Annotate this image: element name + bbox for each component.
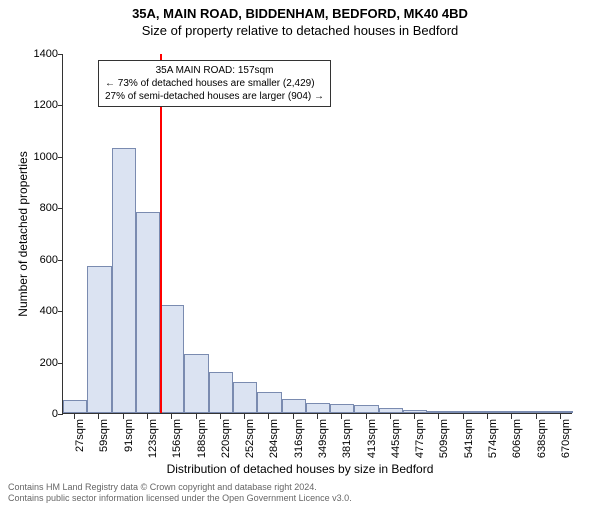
footer-attribution: Contains HM Land Registry data © Crown c…: [8, 482, 352, 505]
y-tick-mark: [58, 311, 63, 312]
plot-region: [62, 54, 572, 414]
annotation-line3: 27% of semi-detached houses are larger (…: [105, 90, 324, 103]
y-tick-label: 200: [18, 357, 58, 369]
histogram-bar: [160, 305, 184, 413]
histogram-bar: [476, 411, 500, 413]
annotation-line1: 35A MAIN ROAD: 157sqm: [105, 64, 324, 77]
y-tick-mark: [58, 105, 63, 106]
histogram-bar: [112, 148, 136, 413]
y-tick-label: 1000: [18, 151, 58, 163]
reference-line: [160, 54, 162, 413]
histogram-bar: [452, 411, 476, 413]
y-tick-mark: [58, 363, 63, 364]
title-subtitle: Size of property relative to detached ho…: [0, 23, 600, 38]
histogram-bar: [524, 411, 548, 413]
y-tick-label: 1200: [18, 99, 58, 111]
histogram-bar: [403, 410, 427, 413]
histogram-bar: [427, 411, 451, 413]
y-tick-mark: [58, 54, 63, 55]
histogram-bar: [87, 266, 111, 413]
y-tick-label: 0: [18, 408, 58, 420]
histogram-bar: [330, 404, 354, 413]
histogram-bar: [379, 408, 403, 413]
annotation-line2: ← 73% of detached houses are smaller (2,…: [105, 77, 324, 90]
histogram-bar: [209, 372, 233, 413]
histogram-bar: [282, 399, 306, 413]
y-axis-label: Number of detached properties: [16, 151, 30, 316]
y-tick-label: 800: [18, 202, 58, 214]
histogram-bar: [549, 411, 573, 413]
histogram-bar: [500, 411, 524, 413]
x-axis-label: Distribution of detached houses by size …: [0, 462, 600, 476]
histogram-bar: [184, 354, 208, 413]
histogram-bar: [354, 405, 378, 413]
footer-line2: Contains public sector information licen…: [8, 493, 352, 504]
y-tick-mark: [58, 208, 63, 209]
y-tick-label: 1400: [18, 48, 58, 60]
annotation-box: 35A MAIN ROAD: 157sqm ← 73% of detached …: [98, 60, 331, 107]
histogram-bar: [306, 403, 330, 413]
y-tick-mark: [58, 414, 63, 415]
histogram-bar: [136, 212, 160, 413]
y-tick-label: 400: [18, 305, 58, 317]
y-tick-mark: [58, 157, 63, 158]
footer-line1: Contains HM Land Registry data © Crown c…: [8, 482, 352, 493]
y-tick-mark: [58, 260, 63, 261]
chart-area: Number of detached properties 35A MAIN R…: [62, 54, 572, 414]
y-tick-label: 600: [18, 254, 58, 266]
histogram-bar: [233, 382, 257, 413]
histogram-bar: [257, 392, 281, 413]
histogram-bar: [63, 400, 87, 413]
title-address: 35A, MAIN ROAD, BIDDENHAM, BEDFORD, MK40…: [0, 6, 600, 21]
